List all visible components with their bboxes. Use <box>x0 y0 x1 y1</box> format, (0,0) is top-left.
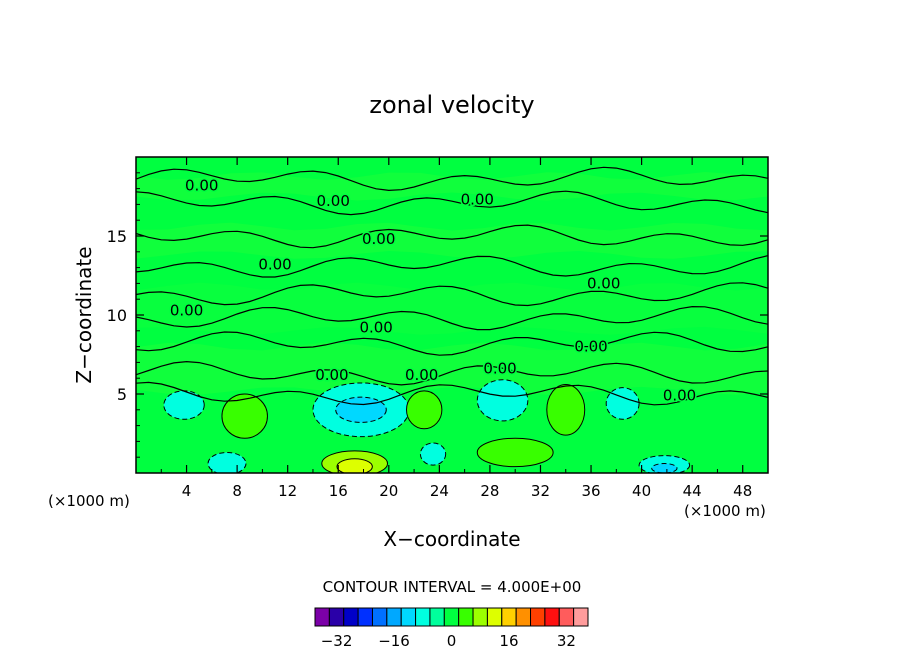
y-tick-label: 10 <box>107 306 127 325</box>
colorbar-swatch <box>486 607 503 627</box>
colorbar-swatch <box>429 607 445 627</box>
x-tick-label: 24 <box>430 482 449 500</box>
velocity-region <box>335 396 387 423</box>
velocity-region <box>419 442 447 466</box>
chart-title: zonal velocity <box>369 91 534 119</box>
x-tick-label: 4 <box>182 482 192 500</box>
field-band <box>136 172 768 201</box>
x-tick-label: 20 <box>379 482 398 500</box>
colorbar-tick-label: −16 <box>378 632 410 650</box>
zero-contour-line <box>136 331 768 356</box>
colorbar-swatch <box>544 607 560 627</box>
velocity-region <box>163 390 205 420</box>
colorbar-swatch <box>573 607 589 627</box>
plot-area: 0.00 0.00 0.00 0.00 0.00 0.00 0.00 0.00 0.00 0.00… <box>136 157 768 473</box>
contour-interval-note: CONTOUR INTERVAL = 4.000E+00 <box>323 578 582 596</box>
colorbar-swatch <box>371 607 388 627</box>
zero-contour-line <box>136 166 768 192</box>
y-tick-label: 5 <box>117 385 127 404</box>
colorbar-tick-label: 16 <box>499 632 518 650</box>
x-axis: 4 8 12 16 20 24 28 32 36 40 44 48 <box>160 157 752 500</box>
velocity-region <box>605 387 640 420</box>
contour-labels: 0.00 0.00 0.00 0.00 0.00 0.00 0.00 0.00 0.00 0.00… <box>168 175 697 406</box>
velocity-region <box>405 390 443 430</box>
contour-label: 0.00 <box>663 387 696 405</box>
contour-label: 0.00 <box>483 360 516 378</box>
colorbar-swatch <box>328 607 345 627</box>
zero-contour-line <box>136 381 768 406</box>
field-band <box>136 222 768 259</box>
velocity-region <box>207 451 247 473</box>
x-tick-label: 28 <box>480 482 499 500</box>
colorbar-swatch <box>443 607 460 627</box>
colorbar-swatch <box>386 607 402 627</box>
zero-contour-line <box>136 190 768 216</box>
zero-contour-line <box>136 224 768 249</box>
colorbar-swatch <box>314 607 330 627</box>
y-axis: 5 10 15 <box>107 172 768 458</box>
region-layer <box>163 379 691 473</box>
colorbar-swatch <box>515 607 532 627</box>
x-tick-label: 44 <box>683 482 702 500</box>
x-tick-label: 36 <box>581 482 600 500</box>
x-unit-label-right: (×1000 m) <box>684 502 766 520</box>
velocity-region <box>651 463 678 473</box>
colorbar-swatch <box>357 607 373 627</box>
stripe-layer <box>136 172 768 395</box>
field-band <box>136 342 768 395</box>
contour-label: 0.00 <box>587 274 620 292</box>
colorbar-swatch <box>343 607 359 627</box>
colorbar-tick-label: −32 <box>321 632 353 650</box>
contour-label: 0.00 <box>315 366 348 384</box>
x-tick-label: 48 <box>733 482 752 500</box>
colorbar-tick-label: 32 <box>557 632 576 650</box>
contour-label: 0.00 <box>359 319 392 337</box>
zero-contour-line <box>136 305 768 331</box>
zero-contour-line <box>136 360 768 386</box>
zero-contour-line <box>136 282 768 307</box>
colorbar-swatch <box>400 607 417 627</box>
contour-label: 0.00 <box>170 301 203 319</box>
velocity-region <box>221 393 268 439</box>
contour-label: 0.00 <box>574 338 607 356</box>
contour-label: 0.00 <box>461 191 494 209</box>
colorbar-swatch <box>501 607 517 627</box>
x-tick-label: 32 <box>531 482 550 500</box>
x-tick-label: 40 <box>632 482 651 500</box>
colorbar-swatch <box>415 607 431 627</box>
zero-contour-line <box>136 255 768 278</box>
colorbar-swatch <box>530 607 546 627</box>
velocity-region <box>336 458 373 473</box>
contour-label: 0.00 <box>316 192 349 210</box>
contour-label: 0.00 <box>258 255 291 273</box>
contour-label: 0.00 <box>405 366 438 384</box>
colorbar-swatch <box>458 607 474 627</box>
x-unit-label-left: (×1000 m) <box>48 492 130 510</box>
y-tick-label: 15 <box>107 227 127 246</box>
colorbar-swatch <box>472 607 488 627</box>
x-tick-label: 12 <box>278 482 297 500</box>
colorbar-swatch <box>558 607 575 627</box>
colorbar-tick-label: 0 <box>447 632 457 650</box>
velocity-region <box>476 379 529 422</box>
velocity-region <box>546 384 586 436</box>
colorbar <box>314 607 589 627</box>
field-band <box>136 282 768 335</box>
contour-label: 0.00 <box>362 230 395 248</box>
x-tick-label: 8 <box>232 482 242 500</box>
x-axis-label: X−coordinate <box>383 527 520 551</box>
contour-layer <box>136 166 768 406</box>
colorbar-tick-labels: −32 −16 0 16 32 <box>321 632 576 650</box>
x-tick-label: 16 <box>329 482 348 500</box>
contour-label: 0.00 <box>185 176 218 194</box>
y-axis-label: Z−coordinate <box>72 246 96 383</box>
velocity-region <box>476 437 554 468</box>
